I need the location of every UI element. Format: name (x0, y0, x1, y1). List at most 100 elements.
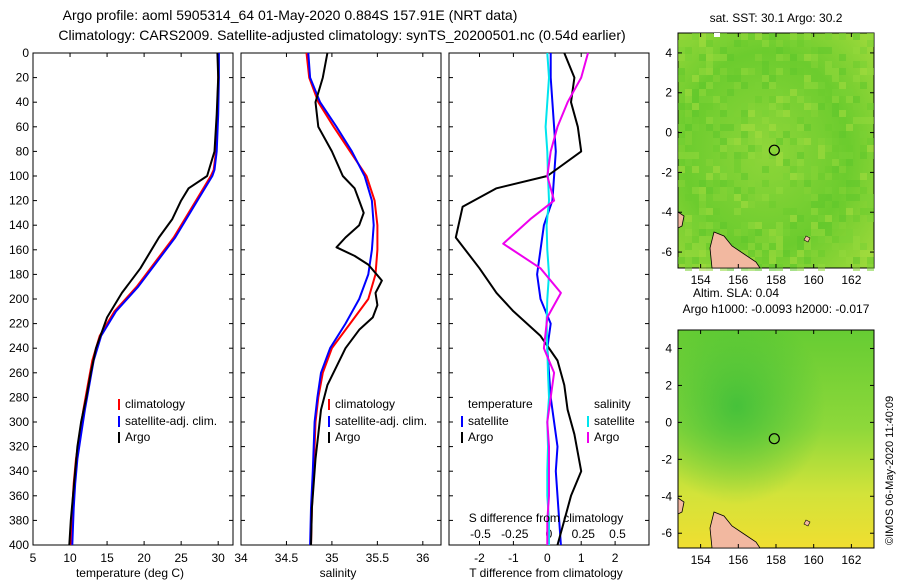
sst-cell (811, 166, 818, 173)
sst-cell (797, 236, 804, 243)
sst-cell (776, 173, 783, 180)
x-tick-label: 36 (416, 551, 430, 565)
map-y-tick-label: 0 (665, 126, 672, 140)
x-tick-label: 25 (174, 551, 188, 565)
sst-cell (860, 47, 867, 54)
header-line-2: Climatology: CARS2009. Satellite-adjuste… (58, 27, 625, 43)
sst-cell (685, 152, 692, 159)
sst-cell (727, 75, 734, 82)
y-tick-label: 240 (9, 341, 29, 355)
sst-cell (699, 180, 706, 187)
sst-cell (846, 194, 853, 201)
sst-cell (804, 75, 811, 82)
sst-cell (692, 166, 699, 173)
sst-cell (692, 236, 699, 243)
sst-cell (867, 250, 874, 257)
sst-cell (692, 96, 699, 103)
x-tick-label: 35 (325, 551, 339, 565)
sst-cell (867, 117, 874, 124)
sst-cell (692, 89, 699, 96)
sst-cell (776, 222, 783, 229)
sst-cell (748, 68, 755, 75)
y-tick-label: 380 (9, 513, 29, 527)
sst-cell (839, 68, 846, 75)
sst-cell (811, 222, 818, 229)
sst-cell (699, 215, 706, 222)
sst-cell (804, 33, 811, 40)
legend-label-argo: Argo (125, 430, 151, 444)
map-y-tick-label: 2 (665, 86, 672, 100)
sst-cell (853, 215, 860, 222)
map-x-tick-label: 160 (804, 273, 824, 287)
sst-cell (825, 222, 832, 229)
sst-cell (762, 68, 769, 75)
x-tick-label: 34.5 (275, 551, 299, 565)
sst-cell (748, 159, 755, 166)
sst-cell (734, 117, 741, 124)
sst-cell (867, 201, 874, 208)
sst-cell (853, 33, 860, 40)
map-y-tick-label: -2 (661, 165, 672, 179)
sst-cell (762, 180, 769, 187)
map-y-tick-label: -2 (661, 452, 672, 466)
sst-cell (741, 152, 748, 159)
map-y-tick-label: -4 (661, 489, 672, 503)
sst-cell (783, 131, 790, 138)
sst-cell (678, 124, 685, 131)
sst-cell (867, 40, 874, 47)
sst-cell (685, 222, 692, 229)
x-tick-label: 15 (100, 551, 114, 565)
sst-cell (685, 250, 692, 257)
y-tick-label: 400 (9, 538, 29, 552)
salinity-xlabel: salinity (320, 566, 357, 580)
sst-cell (811, 208, 818, 215)
sst-cell (804, 82, 811, 89)
sst-cell (818, 138, 825, 145)
sst-cell (797, 96, 804, 103)
x-tick-label: 1 (578, 551, 585, 565)
map-x-tick-label: 160 (804, 553, 824, 567)
sst-cell (797, 117, 804, 124)
sst-cell (804, 257, 811, 264)
sst-cell (818, 250, 825, 257)
sst-cell (720, 152, 727, 159)
x-tick-label: -1 (508, 551, 519, 565)
sst-cell (853, 264, 860, 271)
y-tick-label: 40 (16, 95, 30, 109)
sst-cell (741, 236, 748, 243)
x-tick-label: 2 (612, 551, 619, 565)
sst-cell (748, 124, 755, 131)
sst-cell (797, 145, 804, 152)
sst-cell (783, 229, 790, 236)
sst-cell (720, 54, 727, 61)
sst-cell (804, 40, 811, 47)
sst-cell (839, 208, 846, 215)
s-diff-tick-label: -0.5 (470, 527, 491, 541)
x-tick-label: 30 (212, 551, 226, 565)
legend-label-climatology: climatology (125, 397, 185, 411)
x-tick-label: 10 (63, 551, 77, 565)
sst-cell (734, 187, 741, 194)
sst-cell (832, 103, 839, 110)
sst-cell (699, 89, 706, 96)
sst-cell (797, 68, 804, 75)
land-islet (803, 235, 811, 243)
sst-cell (846, 257, 853, 264)
sst-cell (818, 194, 825, 201)
sst-cell (685, 54, 692, 61)
land-islet (803, 519, 811, 527)
sst-cell (797, 250, 804, 257)
sst-cell (755, 138, 762, 145)
sst-cell (853, 194, 860, 201)
sst-cell (692, 187, 699, 194)
sst-cell (832, 145, 839, 152)
sst-cell (853, 103, 860, 110)
sst-cell (762, 82, 769, 89)
land-west (677, 497, 685, 515)
header-line-1: Argo profile: aoml 5905314_64 01-May-202… (63, 7, 518, 23)
sst-map-panel: sat. SST: 30.1 Argo: 30.2 154 156 158 160 16… (661, 11, 875, 287)
y-tick-label: 100 (9, 169, 29, 183)
sst-cell (685, 229, 692, 236)
map-y-tick-label: 4 (665, 341, 672, 355)
sst-cell (839, 82, 846, 89)
